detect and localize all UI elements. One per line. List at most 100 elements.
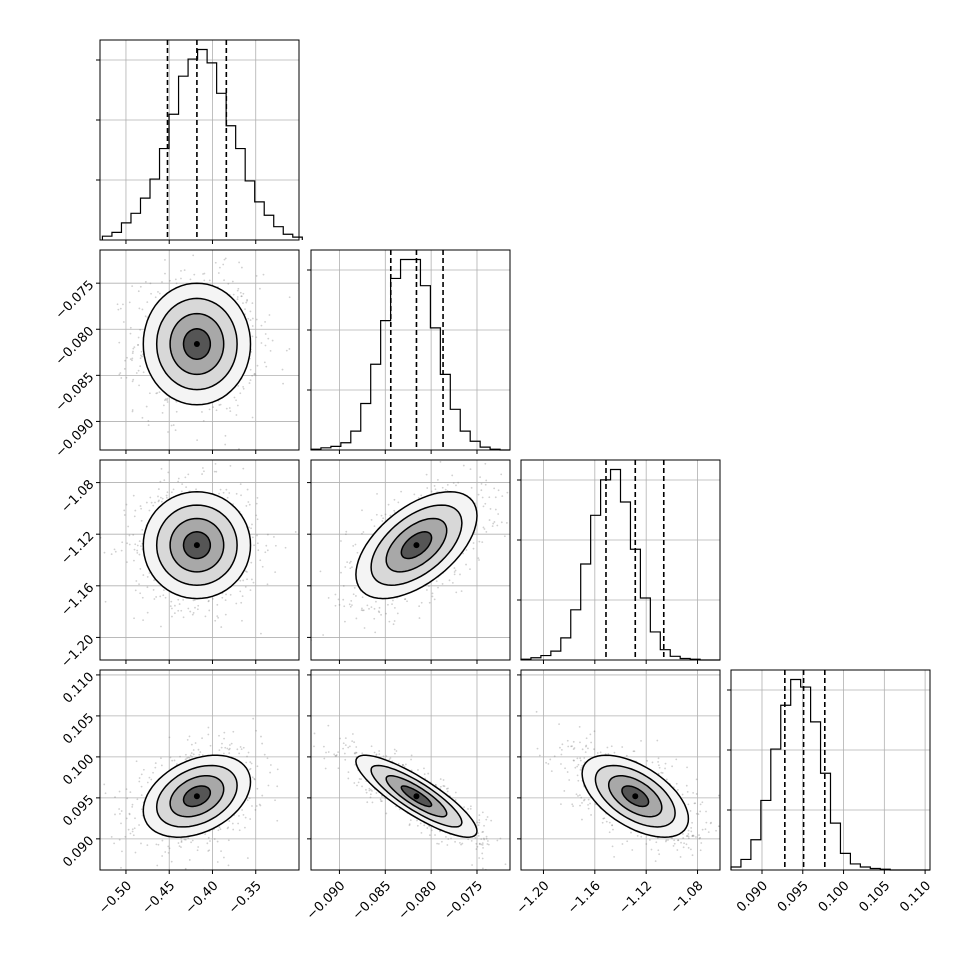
scatter-point bbox=[228, 752, 230, 754]
scatter-point bbox=[431, 829, 433, 831]
scatter-point bbox=[495, 509, 497, 511]
scatter-point bbox=[212, 406, 214, 408]
scatter-point bbox=[394, 607, 396, 609]
scatter-point bbox=[289, 296, 291, 298]
scatter-point bbox=[457, 482, 459, 484]
scatter-point bbox=[209, 408, 211, 410]
scatter-point bbox=[256, 275, 258, 277]
scatter-point bbox=[243, 814, 245, 816]
scatter-point bbox=[148, 424, 150, 426]
scatter-point bbox=[223, 738, 225, 740]
scatter-point bbox=[114, 548, 116, 550]
scatter-point bbox=[385, 755, 387, 757]
scatter-point bbox=[436, 580, 438, 582]
scatter-point bbox=[225, 489, 227, 491]
scatter-point bbox=[148, 490, 150, 492]
scatter-point bbox=[166, 495, 168, 497]
scatter-point bbox=[478, 541, 480, 543]
scatter-point bbox=[171, 425, 173, 427]
scatter-point bbox=[572, 805, 574, 807]
scatter-point bbox=[132, 352, 134, 354]
scatter-point bbox=[250, 311, 252, 313]
scatter-point bbox=[478, 835, 480, 837]
scatter-point bbox=[221, 747, 223, 749]
scatter-point bbox=[481, 853, 483, 855]
scatter-point bbox=[434, 485, 436, 487]
scatter-point bbox=[163, 404, 165, 406]
scatter-point bbox=[381, 520, 383, 522]
scatter-point bbox=[124, 368, 126, 370]
scatter-point bbox=[199, 456, 201, 458]
scatter-point bbox=[701, 801, 703, 803]
scatter-point bbox=[163, 479, 165, 481]
scatter-point bbox=[131, 806, 133, 808]
scatter-point bbox=[147, 612, 149, 614]
scatter-point bbox=[325, 768, 327, 770]
scatter-point bbox=[140, 286, 142, 288]
scatter-point bbox=[161, 765, 163, 767]
scatter-point bbox=[160, 626, 162, 628]
scatter-point bbox=[323, 758, 325, 760]
scatter-point bbox=[153, 589, 155, 591]
scatter-point bbox=[459, 574, 461, 576]
scatter-point bbox=[118, 342, 120, 344]
scatter-point bbox=[486, 836, 488, 838]
scatter-point bbox=[189, 611, 191, 613]
density-peak bbox=[194, 542, 200, 548]
scatter-point bbox=[174, 760, 176, 762]
scatter-point bbox=[218, 735, 220, 737]
scatter-point bbox=[478, 824, 480, 826]
scatter-point bbox=[480, 844, 482, 846]
scatter-point bbox=[126, 542, 128, 544]
scatter-point bbox=[274, 799, 276, 801]
scatter-point bbox=[251, 524, 253, 526]
scatter-point bbox=[136, 550, 138, 552]
scatter-point bbox=[253, 582, 255, 584]
scatter-point bbox=[225, 258, 227, 260]
scatter-point bbox=[484, 528, 486, 530]
scatter-point bbox=[203, 420, 205, 422]
scatter-point bbox=[133, 560, 135, 562]
scatter-point bbox=[199, 751, 201, 753]
scatter-point bbox=[251, 375, 253, 377]
scatter-point bbox=[154, 502, 156, 504]
scatter-point bbox=[174, 605, 176, 607]
scatter-point bbox=[482, 847, 484, 849]
scatter-point bbox=[150, 293, 152, 295]
scatter-point bbox=[353, 741, 355, 743]
scatter-point bbox=[133, 346, 135, 348]
scatter-point bbox=[141, 794, 143, 796]
scatter-point bbox=[394, 499, 396, 501]
scatter-point bbox=[350, 606, 352, 608]
scatter-point bbox=[336, 754, 338, 756]
scatter-point bbox=[140, 843, 142, 845]
scatter-point bbox=[129, 813, 131, 815]
scatter-point bbox=[165, 597, 167, 599]
scatter-point bbox=[140, 357, 142, 359]
scatter-point bbox=[429, 834, 431, 836]
scatter-point bbox=[426, 487, 428, 489]
scatter-point bbox=[418, 605, 420, 607]
scatter-point bbox=[376, 493, 378, 495]
scatter-point bbox=[214, 838, 216, 840]
scatter-point bbox=[139, 540, 141, 542]
scatter-point bbox=[374, 608, 376, 610]
scatter-point bbox=[463, 806, 465, 808]
scatter-point bbox=[473, 542, 475, 544]
scatter-point bbox=[146, 406, 148, 408]
scatter-point bbox=[500, 473, 502, 475]
scatter-point bbox=[460, 844, 462, 846]
scatter-point bbox=[290, 741, 292, 743]
scatter-point bbox=[506, 492, 508, 494]
scatter-point bbox=[235, 603, 237, 605]
scatter-point bbox=[482, 842, 484, 844]
scatter-point bbox=[264, 754, 266, 756]
scatter-point bbox=[313, 745, 315, 747]
scatter-point bbox=[226, 748, 228, 750]
scatter-point bbox=[240, 483, 242, 485]
scatter-point bbox=[338, 599, 340, 601]
scatter-point bbox=[180, 846, 182, 848]
scatter-point bbox=[132, 534, 134, 536]
scatter-point bbox=[426, 589, 428, 591]
